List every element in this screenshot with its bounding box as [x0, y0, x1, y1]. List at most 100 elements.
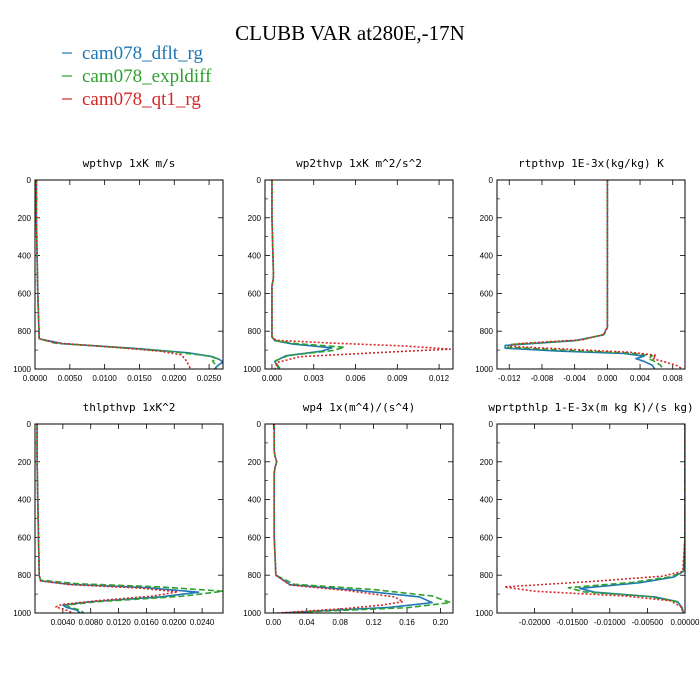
plot-frame — [34, 423, 224, 614]
y-tick-label: 400 — [480, 496, 494, 505]
x-tick-label: -0.01000 — [594, 618, 626, 627]
y-tick-label: 1000 — [475, 365, 493, 374]
y-tick-label: 0 — [489, 420, 494, 429]
y-tick-label: 0 — [489, 176, 494, 185]
legend-label: cam078_qt1_rg — [82, 89, 201, 110]
chart-panel: wprtpthlp 1-E-3x(m kg K)/(s kg) 0 200 400 60… — [475, 401, 700, 627]
series-line — [36, 424, 200, 613]
series-line — [506, 180, 664, 369]
y-tick-label: 400 — [18, 496, 32, 505]
y-tick-label: 200 — [18, 214, 32, 223]
x-tick-label: 0.008 — [663, 374, 684, 383]
series-line — [271, 180, 346, 369]
plot-frame — [34, 179, 224, 370]
legend-entry: cam078_qt1_rg — [62, 89, 201, 110]
x-tick-label: 0.0000 — [23, 374, 48, 383]
y-tick-label: 200 — [248, 214, 262, 223]
y-tick-label: 400 — [248, 252, 262, 261]
series-line — [273, 424, 404, 613]
panel-title: rtpthvp 1E-3x(kg/kg) K — [518, 157, 664, 170]
legend-entry: cam078_dflt_rg — [62, 43, 204, 64]
y-tick-label: 1000 — [243, 365, 261, 374]
y-tick-label: 600 — [248, 289, 262, 298]
series-line — [508, 180, 683, 369]
y-tick-label: 600 — [480, 289, 494, 298]
y-tick-label: 1000 — [13, 609, 31, 618]
y-tick-label: 1000 — [475, 609, 493, 618]
x-tick-label: 0.000 — [262, 374, 283, 383]
y-tick-label: 600 — [480, 533, 494, 542]
y-tick-label: 800 — [248, 571, 262, 580]
x-tick-label: 0.0050 — [58, 374, 83, 383]
y-tick-label: 200 — [18, 458, 32, 467]
series-line — [271, 180, 333, 369]
x-tick-label: 0.0200 — [162, 618, 187, 627]
chart-panel: wp4 1x(m^4)/(s^4) 0 200 400 600 800 1000 0.00 0.… — [243, 401, 454, 627]
x-tick-label: 0.0080 — [78, 618, 103, 627]
y-tick-label: 400 — [480, 252, 494, 261]
x-tick-label: -0.012 — [498, 374, 521, 383]
series-group — [271, 180, 452, 369]
y-tick-label: 200 — [480, 214, 494, 223]
series-line — [36, 424, 223, 613]
plot-frame — [264, 423, 454, 614]
series-line — [35, 180, 223, 369]
plot-frame — [496, 423, 686, 614]
x-tick-label: 0.006 — [346, 374, 367, 383]
y-tick-label: 600 — [248, 533, 262, 542]
legend: cam078_dflt_rg cam078_expldiff cam078_qt… — [62, 43, 212, 110]
series-group — [503, 424, 685, 613]
plot-frame — [496, 179, 686, 370]
x-tick-label: 0.0040 — [51, 618, 76, 627]
legend-entry: cam078_expldiff — [62, 66, 212, 87]
x-tick-label: 0.012 — [429, 374, 450, 383]
series-group — [36, 424, 223, 613]
y-tick-label: 0 — [257, 176, 262, 185]
x-tick-label: 0.004 — [630, 374, 651, 383]
y-tick-label: 200 — [480, 458, 494, 467]
series-group — [35, 180, 223, 369]
y-tick-label: 600 — [18, 533, 32, 542]
x-tick-label: 0.003 — [304, 374, 325, 383]
x-tick-label: 0.16 — [399, 618, 415, 627]
panel-title: wpthvp 1xK m/s — [83, 157, 176, 170]
x-tick-label: 0.009 — [387, 374, 408, 383]
x-tick-label: 0.0160 — [134, 618, 159, 627]
y-tick-label: 800 — [480, 327, 494, 336]
series-line — [273, 424, 452, 613]
x-tick-label: 0.12 — [366, 618, 382, 627]
y-tick-label: 600 — [18, 289, 32, 298]
y-tick-label: 0 — [27, 176, 32, 185]
legend-label: cam078_expldiff — [82, 66, 212, 87]
y-tick-label: 400 — [18, 252, 32, 261]
y-tick-label: 1000 — [13, 365, 31, 374]
x-tick-label: -0.00500 — [632, 618, 664, 627]
plot-frame — [264, 179, 454, 370]
x-tick-label: -0.02000 — [519, 618, 551, 627]
x-tick-label: 0.04 — [299, 618, 315, 627]
x-tick-label: -0.008 — [531, 374, 554, 383]
series-line — [36, 424, 179, 613]
panel-title: wp4 1x(m^4)/(s^4) — [303, 401, 416, 414]
panel-title: wp2thvp 1xK m^2/s^2 — [296, 157, 422, 170]
series-group — [273, 424, 452, 613]
chart-panel: rtpthvp 1E-3x(kg/kg) K02004006008001000-… — [475, 157, 686, 383]
x-tick-label: 0.08 — [332, 618, 348, 627]
series-line — [503, 424, 685, 613]
x-tick-label: 0.00000 — [671, 618, 700, 627]
legend-label: cam078_dflt_rg — [82, 43, 204, 64]
series-line — [271, 180, 452, 369]
y-tick-label: 200 — [248, 458, 262, 467]
series-line — [35, 180, 219, 369]
x-tick-label: 0.0200 — [162, 374, 187, 383]
series-line — [578, 424, 685, 613]
y-tick-label: 800 — [480, 571, 494, 580]
series-line — [35, 180, 192, 369]
x-tick-label: 0.0120 — [106, 618, 131, 627]
x-tick-label: 0.20 — [433, 618, 449, 627]
panel-title: wprtpthlp 1-E-3x(m kg K)/(s kg) — [488, 401, 693, 414]
